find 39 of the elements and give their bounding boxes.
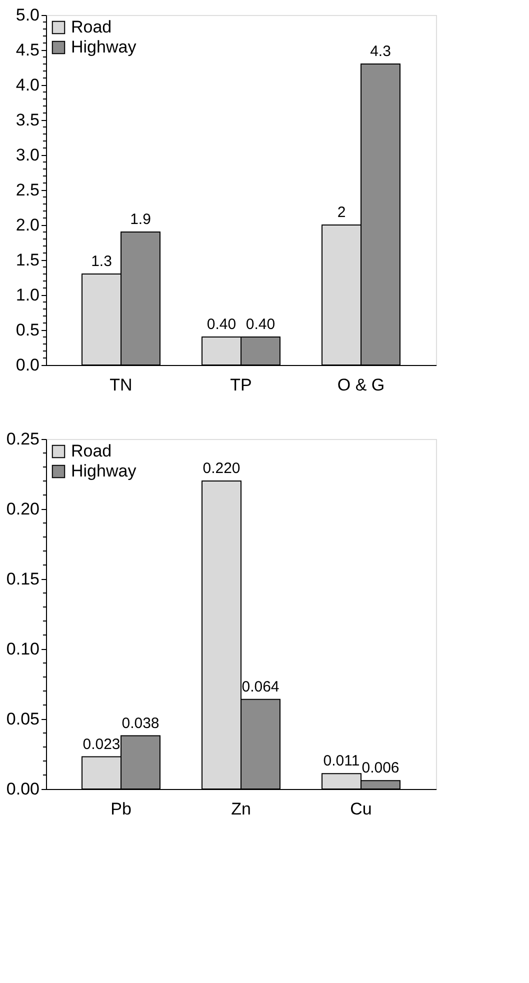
x-tick-label: Pb (110, 800, 132, 818)
y-tick-label: 0.0 (16, 356, 40, 374)
data-label: 0.40 (206, 316, 236, 333)
x-tick-label: TN (110, 376, 132, 394)
y-tick-label: 0.5 (16, 320, 40, 340)
data-label: 4.3 (370, 43, 391, 60)
y-tick-label: 1.5 (16, 250, 40, 270)
x-tick-label: Cu (350, 800, 372, 818)
legend-label: Road (71, 18, 112, 36)
y-tick-label: 0.10 (6, 640, 40, 658)
data-label: 0.023 (82, 736, 120, 753)
y-tick-label: 0.15 (6, 570, 40, 588)
y-tick-label: 1.0 (16, 286, 40, 304)
data-label: 1.9 (130, 211, 151, 228)
data-label: 1.3 (91, 253, 112, 270)
x-tick-label: TP (230, 376, 252, 394)
y-tick-label: 0.00 (6, 780, 40, 798)
y-tick-label: 5.0 (16, 6, 40, 24)
data-label: 0.011 (323, 752, 360, 770)
y-tick-label: 3.0 (16, 146, 40, 164)
y-tick-label: 0.05 (6, 710, 40, 728)
y-tick-label: 4.5 (16, 40, 40, 60)
data-label: 2 (337, 204, 346, 221)
x-tick-label: O & G (337, 376, 385, 394)
data-label: 0.40 (246, 316, 276, 333)
data-label: 0.220 (202, 460, 240, 477)
y-tick-label: 0.20 (6, 500, 40, 518)
y-tick-label: 2.5 (16, 180, 40, 200)
data-label: 0.038 (122, 714, 160, 732)
legend-label: Highway (71, 38, 137, 56)
x-tick-label: Zn (231, 800, 251, 818)
y-tick-label: 0.25 (6, 430, 40, 448)
y-tick-label: 2.0 (16, 216, 40, 234)
legend-label: Highway (71, 462, 137, 480)
data-label: 0.006 (362, 760, 400, 777)
y-tick-label: 4.0 (16, 76, 40, 94)
data-label: 0.064 (242, 678, 280, 696)
y-tick-label: 3.5 (16, 110, 40, 130)
legend-label: Road (71, 442, 112, 460)
